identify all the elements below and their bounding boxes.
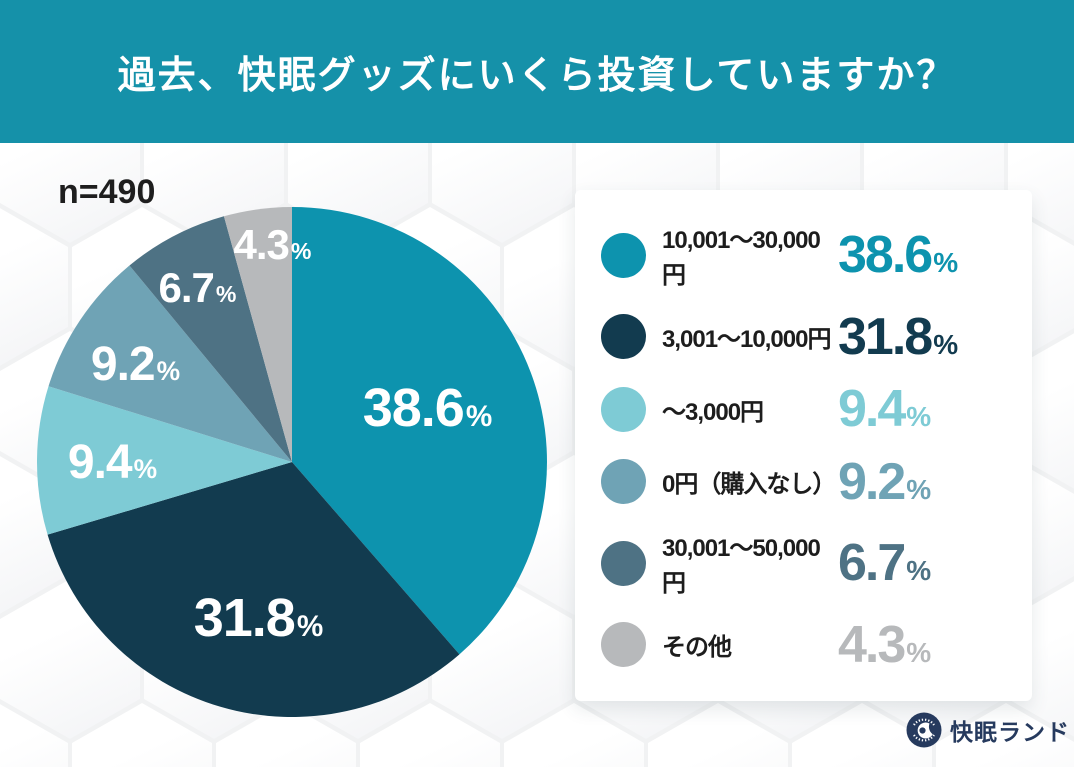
kaimin-land-crescent-logo-icon bbox=[906, 712, 942, 748]
pie-chart-svg bbox=[37, 207, 547, 717]
page-title: 過去、快眠グッズにいくら投資していますか？ bbox=[117, 55, 957, 97]
pie-slice-label-1: 31.8% bbox=[193, 588, 324, 648]
pie-slice-label-0: 38.6% bbox=[362, 378, 493, 438]
legend-percent: 31.8% bbox=[838, 307, 958, 366]
legend-label: その他 bbox=[662, 634, 732, 662]
legend-row-4: 30,001〜50,000円 6.7% bbox=[601, 528, 1006, 598]
header: 過去、快眠グッズにいくら投資していますか？ bbox=[0, 0, 1074, 143]
legend-row-0: 10,001〜30,000円 38.6% bbox=[601, 220, 1006, 290]
legend-percent: 9.4% bbox=[838, 380, 931, 439]
legend-label: 〜3,000円 bbox=[662, 398, 764, 426]
legend-percent: 6.7% bbox=[838, 534, 931, 593]
legend-percent: 38.6% bbox=[838, 226, 958, 284]
legend-label: 3,001〜10,000円 bbox=[662, 326, 831, 354]
pie-slice-1 bbox=[47, 462, 460, 717]
legend-color-dot bbox=[601, 540, 646, 586]
pie-slice-0 bbox=[292, 207, 547, 655]
legend-label: 10,001〜30,000円 bbox=[662, 227, 821, 289]
pie-chart: 38.6% 31.8% 9.4% 9.2% 6.7% 4.3% bbox=[35, 205, 549, 719]
legend-label: 0円（購入なし） bbox=[662, 471, 836, 499]
legend-label: 30,001〜50,000円 bbox=[662, 535, 821, 598]
brand-footer: 快眠ランド bbox=[906, 712, 1070, 748]
legend-color-dot bbox=[601, 622, 646, 668]
pie-slice-5 bbox=[223, 207, 292, 462]
pie-slice-label-5: 4.3% bbox=[233, 221, 312, 268]
pie-slice-label-3: 9.2% bbox=[90, 338, 180, 391]
legend-color-dot bbox=[601, 386, 646, 432]
pie-slice-2 bbox=[37, 386, 293, 535]
pie-slice-label-4: 6.7% bbox=[158, 264, 237, 311]
legend-row-2: 〜3,000円 9.4% bbox=[601, 383, 1006, 435]
pie-slice-3 bbox=[48, 265, 292, 462]
legend-card: 10,001〜30,000円 38.6% 3,001〜10,000円 31.8% 〜3,… bbox=[575, 190, 1032, 701]
legend-color-dot bbox=[601, 232, 646, 278]
sample-size-label: n=490 bbox=[58, 173, 156, 211]
legend-percent: 4.3% bbox=[838, 615, 931, 674]
legend-row-1: 3,001〜10,000円 31.8% bbox=[601, 311, 1006, 363]
legend-color-dot bbox=[601, 314, 646, 360]
pie-slice-label-2: 9.4% bbox=[67, 436, 157, 489]
legend-row-5: その他 4.3% bbox=[601, 619, 1006, 671]
legend-color-dot bbox=[601, 459, 646, 505]
legend-percent: 9.2% bbox=[838, 452, 931, 511]
brand-name: 快眠ランド bbox=[950, 719, 1070, 745]
legend-row-3: 0円（購入なし） 9.2% bbox=[601, 456, 1006, 508]
pie-slice-4 bbox=[129, 216, 292, 462]
